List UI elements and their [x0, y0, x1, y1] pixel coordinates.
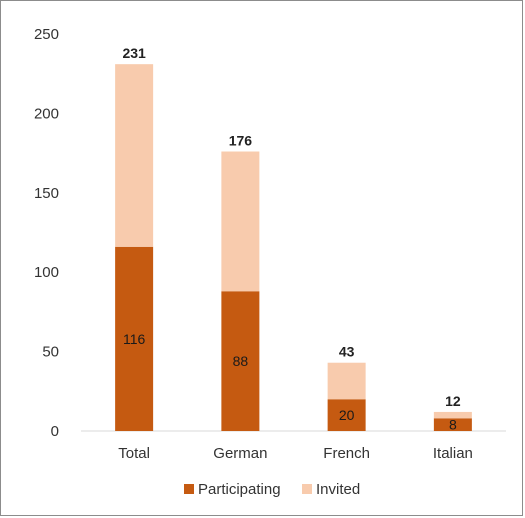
participating-value-label: 88	[233, 353, 249, 369]
y-tick-label: 50	[42, 344, 59, 361]
y-tick-label: 250	[34, 26, 59, 43]
y-axis: 0 50 100 150 200 250	[34, 26, 59, 440]
participating-value-label: 20	[339, 407, 355, 423]
bar-segment-invited	[327, 362, 366, 400]
total-value-label: 43	[339, 344, 355, 360]
y-tick-label: 100	[34, 264, 59, 281]
bar-segment-participating	[221, 291, 260, 431]
x-category-label: Italian	[433, 445, 473, 462]
y-tick-label: 150	[34, 185, 59, 202]
bar-segment-participating	[115, 246, 154, 431]
bar-segment-invited	[115, 64, 154, 247]
x-category-label: Total	[118, 445, 150, 462]
participating-value-label: 8	[449, 417, 457, 433]
bar-segment-participating	[433, 418, 472, 431]
bar-segment-participating	[327, 399, 366, 431]
x-category-label: German	[213, 445, 267, 462]
legend: Participating Invited	[184, 481, 360, 498]
legend-swatch-invited	[302, 484, 312, 494]
bars	[115, 64, 472, 431]
y-tick-label: 0	[51, 423, 59, 440]
bar-segment-invited	[433, 411, 472, 419]
x-axis: Total German French Italian	[81, 430, 506, 462]
legend-label-invited: Invited	[316, 481, 360, 498]
legend-swatch-participating	[184, 484, 194, 494]
participating-value-label: 116	[123, 331, 146, 347]
total-value-label: 231	[122, 45, 146, 61]
total-value-label: 176	[229, 133, 253, 149]
bar-segment-invited	[221, 151, 260, 292]
y-tick-label: 200	[34, 105, 59, 122]
legend-label-participating: Participating	[198, 481, 281, 498]
total-value-label: 12	[445, 393, 461, 409]
x-category-label: French	[323, 445, 370, 462]
data-labels: 116 231 88 176 20 43 8 12	[122, 45, 460, 432]
